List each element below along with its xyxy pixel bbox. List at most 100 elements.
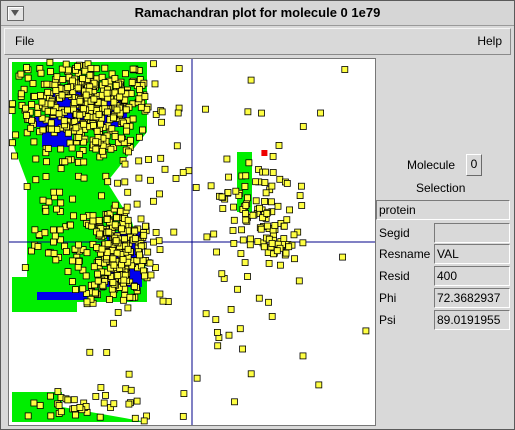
residue-point[interactable] [155,237,163,245]
residue-point[interactable] [276,261,284,269]
residue-point[interactable] [137,215,145,223]
residue-point[interactable] [102,391,109,399]
residue-point[interactable] [261,197,269,205]
residue-point[interactable] [79,75,86,82]
residue-point[interactable] [297,182,305,190]
residue-point[interactable] [249,211,257,219]
residue-point[interactable] [101,79,109,87]
residue-point[interactable] [76,151,83,158]
residue-point[interactable] [225,173,233,181]
residue-point[interactable] [70,99,78,106]
residue-point[interactable] [125,400,133,408]
residue-point[interactable] [30,399,38,407]
residue-point[interactable] [54,388,62,395]
residue-point[interactable] [141,272,149,280]
residue-point[interactable] [50,108,57,116]
residue-point[interactable] [50,249,58,257]
residue-point[interactable] [38,114,46,122]
residue-point[interactable] [135,157,143,165]
residue-point[interactable] [28,116,36,124]
residue-point[interactable] [80,120,87,128]
residue-point[interactable] [219,205,227,212]
residue-point[interactable] [87,65,95,72]
residue-point[interactable] [32,176,40,184]
residue-point[interactable] [247,235,255,243]
psi-field[interactable]: 89.0191955 [434,310,510,330]
residue-point[interactable] [241,259,249,267]
residue-point[interactable] [121,178,129,186]
residue-point[interactable] [298,202,306,209]
residue-point[interactable] [47,392,54,400]
residue-point[interactable] [55,402,63,409]
residue-point[interactable] [56,226,64,234]
residue-point[interactable] [63,248,70,255]
residue-point[interactable] [151,264,159,272]
residue-point[interactable] [273,247,281,255]
residue-point[interactable] [158,108,166,116]
residue-point[interactable] [36,92,44,99]
residue-point[interactable] [230,216,238,224]
residue-point[interactable] [242,202,250,209]
residue-point[interactable] [256,204,264,212]
residue-point[interactable] [127,386,135,394]
residue-point[interactable] [230,203,238,211]
residue-point[interactable] [31,226,39,234]
residue-point[interactable] [9,100,16,108]
residue-point[interactable] [242,210,249,217]
residue-point[interactable] [80,174,88,182]
residue-point[interactable] [43,80,51,88]
residue-point[interactable] [267,198,275,206]
ramachandran-plot[interactable] [8,58,376,426]
residue-point[interactable] [185,167,193,175]
selected-residue-marker[interactable] [261,150,268,156]
residue-point[interactable] [114,179,121,187]
residue-point[interactable] [34,110,42,117]
residue-point[interactable] [254,238,262,246]
residue-point[interactable] [139,126,147,134]
residue-point[interactable] [103,349,111,356]
residue-point[interactable] [75,172,82,180]
residue-point[interactable] [131,414,139,422]
residue-point[interactable] [274,202,282,210]
residue-point[interactable] [74,263,82,271]
residue-point[interactable] [229,227,237,234]
residue-point[interactable] [118,134,125,142]
residue-point[interactable] [75,241,82,249]
residue-point[interactable] [117,207,124,215]
residue-point[interactable] [74,63,81,70]
residue-point[interactable] [299,239,307,247]
residue-point[interactable] [152,228,160,236]
residue-point[interactable] [265,259,273,267]
residue-point[interactable] [156,190,163,198]
residue-point[interactable] [62,60,70,68]
residue-point[interactable] [111,221,119,229]
residue-point[interactable] [41,229,49,237]
residue-point[interactable] [82,272,90,280]
residue-point[interactable] [255,294,263,302]
residue-point[interactable] [92,138,100,146]
residue-point[interactable] [210,230,218,238]
residue-point[interactable] [112,237,120,245]
residue-point[interactable] [137,103,145,111]
residue-point[interactable] [28,101,36,108]
residue-point[interactable] [32,155,40,163]
residue-point[interactable] [218,193,226,201]
residue-point[interactable] [213,248,221,256]
residue-point[interactable] [252,197,260,205]
residue-point[interactable] [118,87,125,95]
residue-point[interactable] [158,118,166,126]
residue-point[interactable] [64,106,71,114]
residue-point[interactable] [44,88,52,96]
residue-point[interactable] [283,216,291,224]
file-menu[interactable]: File [15,34,35,48]
residue-point[interactable] [295,277,303,285]
residue-point[interactable] [37,69,45,77]
residue-point[interactable] [120,296,127,304]
residue-point[interactable] [280,222,288,230]
phi-field[interactable]: 72.3682937 [434,288,510,308]
residue-point[interactable] [118,225,125,233]
residue-point[interactable] [104,108,111,116]
residue-point[interactable] [94,277,102,285]
plot-canvas[interactable] [9,59,375,425]
residue-point[interactable] [133,397,141,405]
